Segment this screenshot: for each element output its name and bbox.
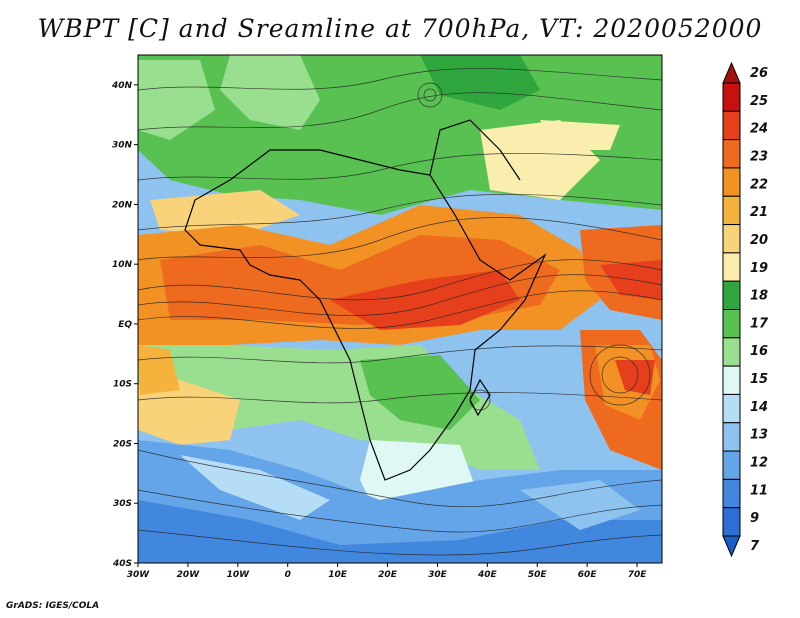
- colorbar-label: 25: [750, 94, 768, 109]
- colorbar-swatch: [722, 478, 741, 509]
- colorbar-swatch: [722, 309, 741, 339]
- colorbar-swatch: [722, 139, 741, 169]
- grads-credit: GrADS: IGES/COLA: [6, 601, 100, 611]
- colorbar-swatch: [722, 195, 741, 226]
- map-frame: [137, 54, 663, 564]
- colorbar-swatch: [722, 365, 741, 395]
- colorbar-label: 16: [750, 344, 768, 359]
- lon-tick-label: 50E: [528, 570, 548, 580]
- lon-tick-label: 30E: [428, 570, 448, 580]
- lat-tick-label: 10N: [112, 260, 133, 270]
- colorbar-swatch: [722, 167, 741, 197]
- lon-tick-label: 10W: [227, 570, 251, 580]
- streamlines: [138, 68, 662, 556]
- colorbar-label: 19: [750, 261, 768, 276]
- lon-tick-label: 40E: [477, 570, 498, 580]
- colorbar-label: 9: [750, 511, 759, 526]
- lon-tick-label: 70E: [628, 570, 648, 580]
- lon-tick-label: 30W: [127, 570, 151, 580]
- colorbar-label: 15: [750, 372, 768, 387]
- lon-tick-label: 0: [285, 570, 291, 580]
- colorbar-label: 14: [750, 400, 768, 415]
- lat-tick-label: 20S: [113, 439, 132, 449]
- colorbar-label: 7: [750, 539, 760, 554]
- colorbar-swatch: [722, 280, 741, 310]
- colorbar-label: 18: [750, 289, 768, 304]
- lon-tick-label: 10E: [328, 570, 348, 580]
- colorbar-swatch: [722, 507, 741, 537]
- colorbar-bottom-triangle: [722, 535, 741, 558]
- colorbar-label: 20: [750, 233, 768, 248]
- colorbar-label: 26: [750, 66, 768, 81]
- latitude-axis: 40N 30N 20N 10N EQ 10S 20S 30S 40S: [111, 81, 138, 569]
- colorbar-label: 12: [750, 456, 768, 471]
- colorbar-label: 13: [750, 428, 768, 443]
- colorbar-label: 21: [750, 205, 768, 220]
- lon-tick-label: 20E: [378, 570, 398, 580]
- lat-tick-label: 30N: [112, 141, 133, 151]
- coastlines: [184, 119, 547, 481]
- lat-tick-label: 40S: [112, 559, 132, 569]
- colorbar-label: 11: [750, 483, 768, 498]
- colorbar-swatch: [722, 110, 741, 141]
- wbpt-field: [138, 55, 662, 563]
- colorbar-label: 23: [750, 149, 768, 164]
- colorbar-top-triangle: [722, 61, 741, 84]
- colorbar-swatch: [722, 450, 741, 480]
- lat-tick-label: 40N: [111, 81, 133, 91]
- colorbar-swatch: [722, 337, 741, 367]
- lat-tick-label: 20N: [112, 200, 133, 210]
- colorbar-swatch: [722, 82, 741, 112]
- colorbar: 26 25 24 23 22 21 20 19 18 17 16 15 14 13 12 11 9 7: [722, 61, 769, 558]
- map-title: WBPT [C] and Sreamline at 700hPa, VT: 20…: [37, 14, 763, 43]
- colorbar-swatch: [722, 393, 741, 424]
- lat-tick-label: EQ: [118, 320, 132, 330]
- lon-tick-label: 20W: [177, 570, 201, 580]
- colorbar-label: 24: [750, 122, 768, 137]
- colorbar-swatch: [722, 224, 741, 254]
- longitude-axis: 30W 20W 10W 0 10E 20E 30E 40E 50E 60E 70E: [127, 563, 647, 580]
- lat-tick-label: 30S: [113, 499, 132, 509]
- colorbar-label: 22: [750, 177, 768, 192]
- colorbar-swatch: [722, 422, 741, 452]
- lat-tick-label: 10S: [113, 380, 132, 390]
- colorbar-swatch: [722, 252, 741, 282]
- lon-tick-label: 60E: [578, 570, 598, 580]
- colorbar-label: 17: [750, 316, 769, 331]
